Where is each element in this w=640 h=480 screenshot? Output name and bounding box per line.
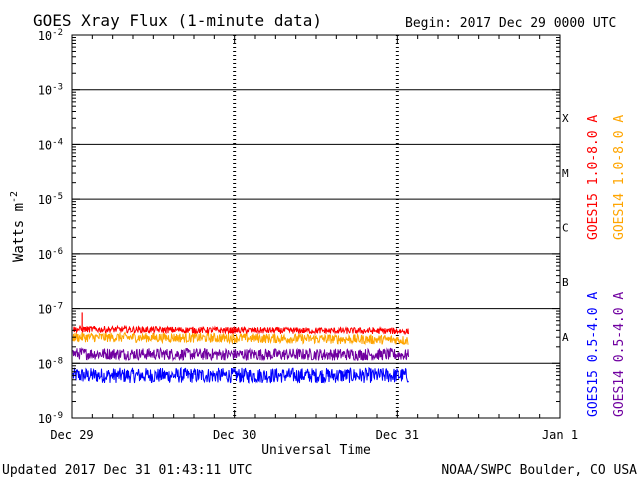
updated-timestamp: Updated 2017 Dec 31 01:43:11 UTC bbox=[2, 463, 252, 478]
begin-time: Begin: 2017 Dec 29 0000 UTC bbox=[405, 16, 616, 31]
flare-class-m: M bbox=[562, 167, 569, 180]
flare-class-labels: X M C B A bbox=[562, 112, 569, 344]
x-tick-label: Dec 29 bbox=[50, 428, 93, 442]
y-axis-label: Watts m-2 bbox=[9, 191, 27, 262]
y-tick-exponent: -4 bbox=[52, 137, 63, 147]
y-tick-exponent: -6 bbox=[52, 247, 63, 257]
y-tick-label: 10-8 bbox=[38, 356, 63, 371]
y-tick-base: 10 bbox=[38, 357, 52, 371]
y-tick-label: 10-7 bbox=[38, 302, 63, 317]
series-line-2 bbox=[72, 366, 409, 384]
legend: GOES15 1.0-8.0 A GOES14 1.0-8.0 A GOES15 0… bbox=[586, 115, 627, 417]
y-tick-base: 10 bbox=[38, 193, 52, 207]
y-tick-exponent: -2 bbox=[52, 28, 63, 38]
y-axis-ticks: 10-210-310-410-510-610-710-810-9 bbox=[38, 28, 560, 426]
credit-text: NOAA/SWPC Boulder, CO USA bbox=[441, 463, 637, 478]
y-axis-label-exponent: -2 bbox=[9, 191, 20, 203]
legend-entry-3: GOES14 0.5-4.0 A bbox=[612, 292, 627, 417]
y-tick-exponent: -9 bbox=[52, 411, 63, 421]
day-divider-marks bbox=[233, 35, 399, 418]
y-tick-base: 10 bbox=[38, 29, 52, 43]
y-tick-base: 10 bbox=[38, 248, 52, 262]
x-tick-label: Jan 1 bbox=[542, 428, 578, 442]
series-line-0 bbox=[72, 324, 409, 336]
legend-entry-0: GOES15 1.0-8.0 A bbox=[586, 115, 601, 240]
series-layer bbox=[72, 312, 409, 384]
y-tick-label: 10-2 bbox=[38, 28, 63, 43]
legend-entry-2: GOES15 0.5-4.0 A bbox=[586, 292, 601, 417]
flare-class-a: A bbox=[562, 331, 569, 344]
flare-class-b: B bbox=[562, 276, 569, 289]
y-tick-base: 10 bbox=[38, 138, 52, 152]
flare-class-x: X bbox=[562, 112, 569, 125]
y-tick-label: 10-4 bbox=[38, 137, 63, 152]
chart-title: GOES Xray Flux (1-minute data) bbox=[33, 11, 322, 30]
y-tick-base: 10 bbox=[38, 84, 52, 98]
y-tick-base: 10 bbox=[38, 303, 52, 317]
x-tick-label: Dec 30 bbox=[213, 428, 256, 442]
x-axis-label: Universal Time bbox=[261, 443, 371, 458]
y-tick-base: 10 bbox=[38, 412, 52, 426]
grid-lines bbox=[72, 89, 560, 364]
series-line-3 bbox=[72, 346, 409, 362]
y-tick-exponent: -7 bbox=[52, 302, 63, 312]
flare-class-c: C bbox=[562, 222, 569, 235]
y-tick-label: 10-6 bbox=[38, 247, 63, 262]
plot-frame bbox=[71, 34, 561, 419]
y-tick-label: 10-9 bbox=[38, 411, 63, 426]
x-tick-label: Dec 31 bbox=[376, 428, 419, 442]
y-tick-label: 10-5 bbox=[38, 192, 63, 207]
legend-entry-1: GOES14 1.0-8.0 A bbox=[612, 115, 627, 240]
y-tick-exponent: -3 bbox=[52, 83, 63, 93]
y-tick-exponent: -5 bbox=[52, 192, 63, 202]
x-axis-ticks: Dec 29 Dec 30 Dec 31 Jan 1 bbox=[50, 35, 578, 442]
y-tick-exponent: -8 bbox=[52, 356, 63, 366]
series-line-1 bbox=[72, 331, 409, 346]
y-tick-label: 10-3 bbox=[38, 83, 63, 98]
